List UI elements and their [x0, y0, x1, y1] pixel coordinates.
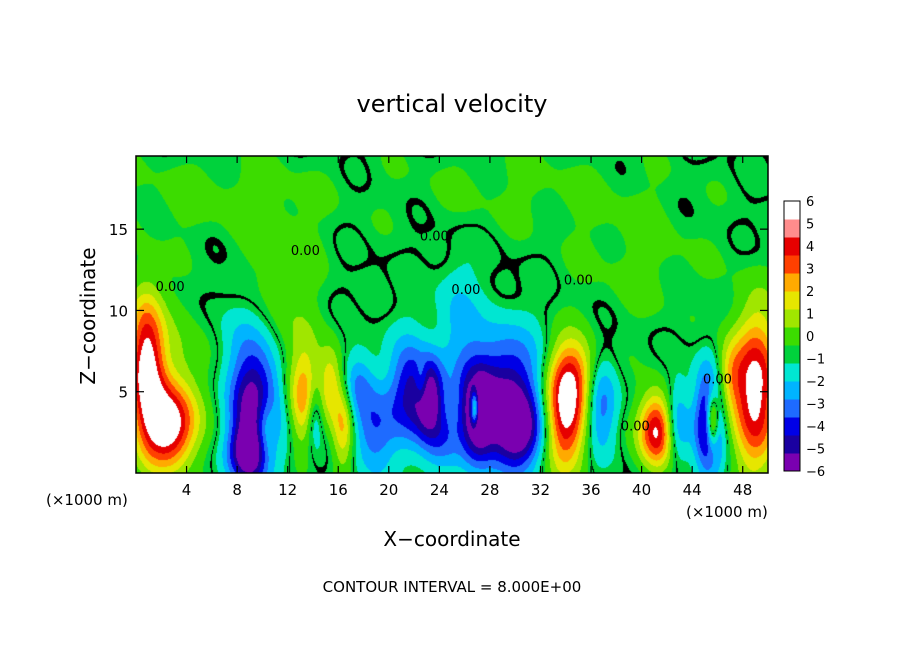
chart-title: vertical velocity — [357, 90, 548, 118]
y-tick-label: 10 — [109, 302, 128, 320]
contour-labels: 0.00 0.00 0.00 0.00 0.00 0.00 0.00 — [156, 230, 732, 435]
x-tick-label: 40 — [632, 481, 651, 499]
x-tick-label: 4 — [182, 481, 192, 499]
y-tick-label: 15 — [109, 221, 128, 239]
x-tick-label: 44 — [683, 481, 702, 499]
colorbar-swatch — [784, 255, 800, 274]
contour-label: 0.00 — [291, 244, 320, 259]
colorbar-tick-label: 2 — [806, 285, 814, 300]
x-axis-label: X−coordinate — [383, 527, 520, 551]
colorbar-swatch — [784, 363, 800, 382]
contour-label: 0.00 — [420, 230, 449, 245]
colorbar-tick-label: −5 — [806, 443, 825, 458]
colorbar: 6 5 4 3 2 1 0 −1 −2 −3 −4 −5 −6 — [783, 195, 825, 480]
x-tick-label: 16 — [329, 481, 348, 499]
colorbar-tick-label: −3 — [806, 398, 825, 413]
x-tick-label: 32 — [531, 481, 550, 499]
colorbar-swatch — [784, 399, 800, 418]
plot-area: 0.000.000.000.000.000.000.00 4 8 12 16 20 24 2… — [109, 155, 769, 499]
contour-label: 0.00 — [156, 280, 185, 295]
colorbar-swatch — [784, 345, 800, 364]
colorbar-swatch — [784, 327, 800, 346]
x-tick-label: 24 — [430, 481, 449, 499]
colorbar-swatch — [784, 291, 800, 310]
colorbar-tick-label: 3 — [806, 263, 814, 278]
contour-label: 0.00 — [621, 420, 650, 435]
colorbar-tick-label: −1 — [806, 353, 825, 368]
contour-label: 0.00 — [703, 373, 732, 388]
x-tick-label: 36 — [581, 481, 600, 499]
colorbar-swatch — [784, 417, 800, 436]
colorbar-swatch — [784, 381, 800, 400]
y-axis-label: Z−coordinate — [76, 247, 100, 384]
colorbar-tick-label: 5 — [806, 218, 814, 233]
colorbar-tick-label: −2 — [806, 375, 825, 390]
colorbar-tick-label: −4 — [806, 420, 825, 435]
colorbar-swatch — [784, 237, 800, 256]
colorbar-swatch — [784, 273, 800, 292]
colorbar-tick-label: −6 — [806, 465, 825, 480]
colorbar-tick-label: 6 — [806, 195, 814, 210]
plot-frame — [135, 155, 769, 474]
contour-interval-note: CONTOUR INTERVAL = 8.000E+00 — [323, 578, 582, 596]
colorbar-frame — [783, 200, 801, 472]
x-unit-right: (×1000 m) — [686, 503, 768, 521]
colorbar-swatch — [784, 453, 800, 472]
colorbar-tick-label: 1 — [806, 308, 814, 323]
y-axis-ticks: 5 10 15 — [109, 221, 768, 402]
colorbar-tick-label: 4 — [806, 240, 814, 255]
y-tick-label: 5 — [118, 384, 128, 402]
colorbar-swatch — [784, 201, 800, 220]
x-tick-label: 12 — [278, 481, 297, 499]
x-tick-label: 20 — [379, 481, 398, 499]
heatmap-field — [136, 156, 768, 473]
x-tick-label: 8 — [232, 481, 242, 499]
colorbar-swatch — [784, 309, 800, 328]
contour-label: 0.00 — [564, 273, 593, 288]
x-tick-label: 48 — [733, 481, 752, 499]
colorbar-tick-label: 0 — [806, 330, 814, 345]
x-axis-ticks: 4 8 12 16 20 24 28 32 36 40 44 48 — [182, 156, 752, 499]
x-tick-label: 28 — [480, 481, 499, 499]
colorbar-swatch — [784, 219, 800, 238]
contour-label: 0.00 — [451, 283, 480, 298]
colorbar-swatch — [784, 435, 800, 454]
x-unit-left: (×1000 m) — [46, 491, 128, 509]
